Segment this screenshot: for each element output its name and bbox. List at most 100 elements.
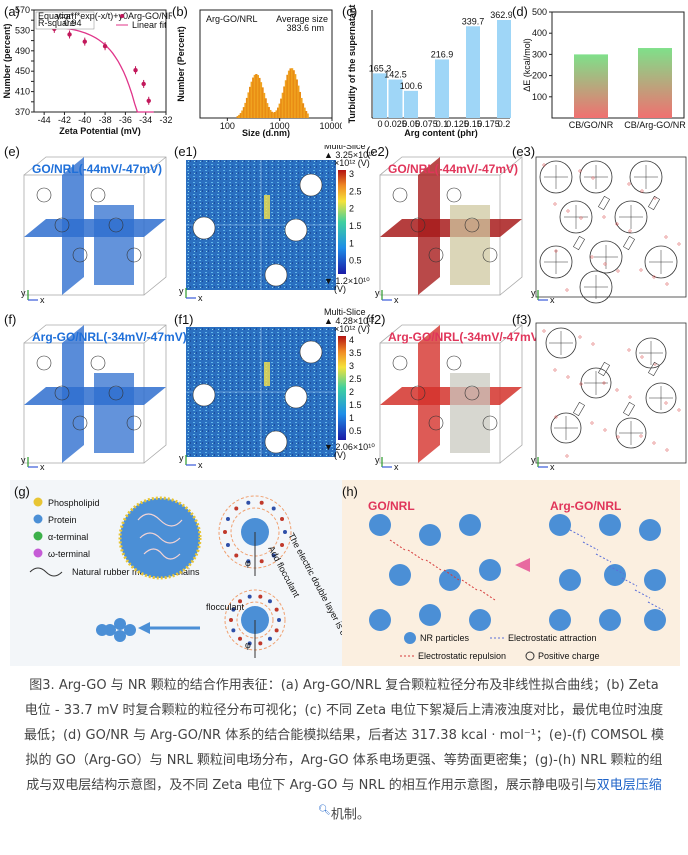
particle-hole [264, 430, 288, 454]
panel-a: (a) 370 410 450 490 530 570 -44 -42 -40 -38 -36 -34… [0, 0, 172, 140]
nr-particle [389, 564, 411, 586]
ion [267, 599, 272, 604]
contour-dot [566, 375, 570, 379]
particle-sphere [446, 187, 462, 203]
vertical-slice [418, 157, 440, 295]
axis-y-letter: y [179, 453, 184, 463]
bar-value-label: 339.7 [462, 16, 485, 26]
panel-d: (d) 100 200 300 400 500 CB/GO/NR CB/Arg-GO/NR Δ… [512, 0, 688, 140]
nr-particle [644, 569, 666, 591]
bar [388, 79, 403, 118]
data-point [67, 32, 72, 37]
contour-dot [590, 255, 594, 259]
ion [231, 607, 236, 612]
x-axis-label: Zeta Potential (mV) [59, 126, 141, 136]
data-point [82, 39, 87, 44]
x-tick-label: -44 [38, 115, 51, 125]
panel-label-c: (c) [342, 4, 358, 19]
colorbar [338, 336, 346, 440]
legend-dot [33, 514, 43, 524]
x-tick-label: -34 [139, 115, 152, 125]
panel-label-f3: (f3) [512, 312, 532, 327]
average-label: Average size [276, 14, 328, 24]
contour-dot [553, 202, 557, 206]
contour-dot [565, 288, 569, 292]
ion [246, 500, 251, 505]
field-hotspot [264, 195, 270, 219]
x-tick-label: -36 [119, 115, 132, 125]
contour-dot [677, 242, 681, 246]
bar-value-label: 100.6 [400, 81, 423, 91]
axis-y-letter: y [21, 455, 26, 465]
contour-dot [553, 368, 557, 372]
go-sheet [597, 195, 611, 211]
contour-dot [640, 189, 644, 193]
histogram-bar [250, 81, 253, 118]
particle-circle [559, 200, 593, 234]
histogram-bar [295, 79, 298, 118]
contour-dot [616, 269, 620, 273]
legend-marker [120, 14, 124, 18]
particle-circle [589, 240, 623, 274]
contour-dot [579, 216, 583, 220]
vertical-slice-2 [94, 373, 134, 453]
panel-label-e3: (e3) [512, 144, 536, 159]
caption-link[interactable]: 双电层压缩 [596, 778, 662, 793]
chart-a: 370 410 450 490 530 570 -44 -42 -40 -38 -36 -34 -32 Z… [2, 5, 172, 136]
rubber-chains [137, 513, 183, 560]
vertical-slice-2 [94, 205, 134, 285]
particle-sphere [36, 355, 52, 371]
contour-dot [554, 249, 558, 253]
chart-d: 100 200 300 400 500 CB/GO/NR CB/Arg-GO/NR ΔE (k… [522, 7, 686, 130]
contour-dot [639, 268, 643, 272]
histogram-bar [236, 116, 239, 118]
particle-hole [299, 340, 323, 364]
aggregate-particle [114, 618, 126, 630]
attraction-line [608, 565, 625, 575]
particle-sphere [72, 415, 88, 431]
average-value: 383.6 nm [286, 23, 324, 33]
particle-sphere [410, 217, 426, 233]
ion [277, 618, 281, 622]
axis-x-letter: x [394, 295, 399, 305]
panel-label-h: (h) [342, 484, 358, 499]
panel-label-a: (a) [4, 4, 20, 19]
y-tick-label: 100 [532, 92, 547, 102]
cube-edge [499, 156, 523, 176]
histogram-bar [255, 74, 258, 118]
ion [259, 500, 264, 505]
histogram-bar [280, 98, 283, 118]
histogram-bar [291, 68, 294, 118]
nr-particle [419, 604, 441, 626]
particle-sphere [392, 355, 408, 371]
bar [497, 20, 511, 118]
contour-dot [566, 209, 570, 213]
colorbar-tick: 3.5 [349, 348, 362, 358]
inset-label: Arg-GO/NRL [206, 14, 258, 24]
legend-nr: NR particles [420, 633, 470, 643]
ion [258, 641, 263, 646]
contour-dot [603, 262, 607, 266]
panel-label-f1: (f1) [174, 312, 194, 327]
ion [225, 516, 230, 521]
simulation-title: Arg-GO/NRL(-34mV/-47mV) [388, 330, 543, 344]
colorbar-tick: 3 [349, 361, 354, 371]
histogram-bar [252, 77, 255, 118]
search-icon[interactable]: 🔍︎ [318, 805, 331, 816]
axis-y-letter: y [179, 286, 184, 296]
go-sheet [572, 235, 586, 251]
data-point [133, 67, 138, 73]
contour-dot [628, 229, 632, 233]
panel-label-f: (f) [4, 312, 17, 327]
nr-particle [369, 514, 391, 536]
contour-dot [579, 382, 583, 386]
data-point [146, 98, 151, 103]
repulsion-line [389, 539, 406, 551]
nr-particle [599, 609, 621, 631]
y-tick-label: 400 [532, 28, 547, 38]
histogram-bar [261, 87, 264, 118]
histogram-bar [303, 107, 306, 118]
colorbar-tick: 2 [349, 204, 354, 214]
colorbar-max: ▲ 3.25×10¹² [324, 150, 374, 160]
x-tick-label: 0.175 [477, 119, 500, 129]
